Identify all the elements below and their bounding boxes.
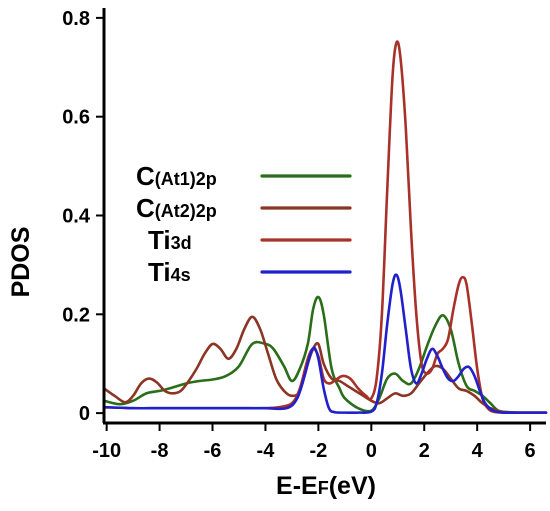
legend-label-c-at1-2p: C(At1)2p [136, 161, 217, 191]
x-tick-label: 0 [366, 440, 377, 462]
x-axis-label: E-EF(eV) [276, 472, 376, 500]
x-tick-label: 2 [419, 440, 430, 462]
x-tick-label: 6 [525, 440, 536, 462]
y-tick-label: 0.6 [62, 107, 90, 129]
legend-label-c-at2-2p: C(At2)2p [136, 193, 217, 223]
series-layer [102, 40, 548, 415]
x-tick-label: -4 [257, 440, 276, 462]
x-tick-label: -8 [151, 440, 169, 462]
legend-label-ti4s: Ti4s [148, 257, 191, 287]
axis-labels: E-EF(eV) PDOS [7, 227, 376, 500]
x-tick-label: -10 [92, 440, 121, 462]
y-tick-label: 0.8 [62, 8, 90, 30]
series-line-c-at1-2p [102, 295, 548, 414]
series-line-ti4s [102, 273, 548, 415]
series-line-ti3d [102, 40, 548, 415]
x-tick-label: -2 [309, 440, 327, 462]
y-tick-label: 0.2 [62, 304, 90, 326]
legend-label-ti3d: Ti3d [148, 225, 192, 255]
ticks: -10 -8 -6 -4 -2 0 2 4 6 0 0.2 0.4 0.6 0.8 [62, 8, 535, 462]
y-tick-label: 0.4 [62, 206, 91, 228]
y-tick-label: 0 [79, 403, 90, 425]
x-tick-label: -6 [204, 440, 222, 462]
y-axis-label: PDOS [7, 227, 35, 298]
x-tick-label: 4 [472, 440, 484, 462]
